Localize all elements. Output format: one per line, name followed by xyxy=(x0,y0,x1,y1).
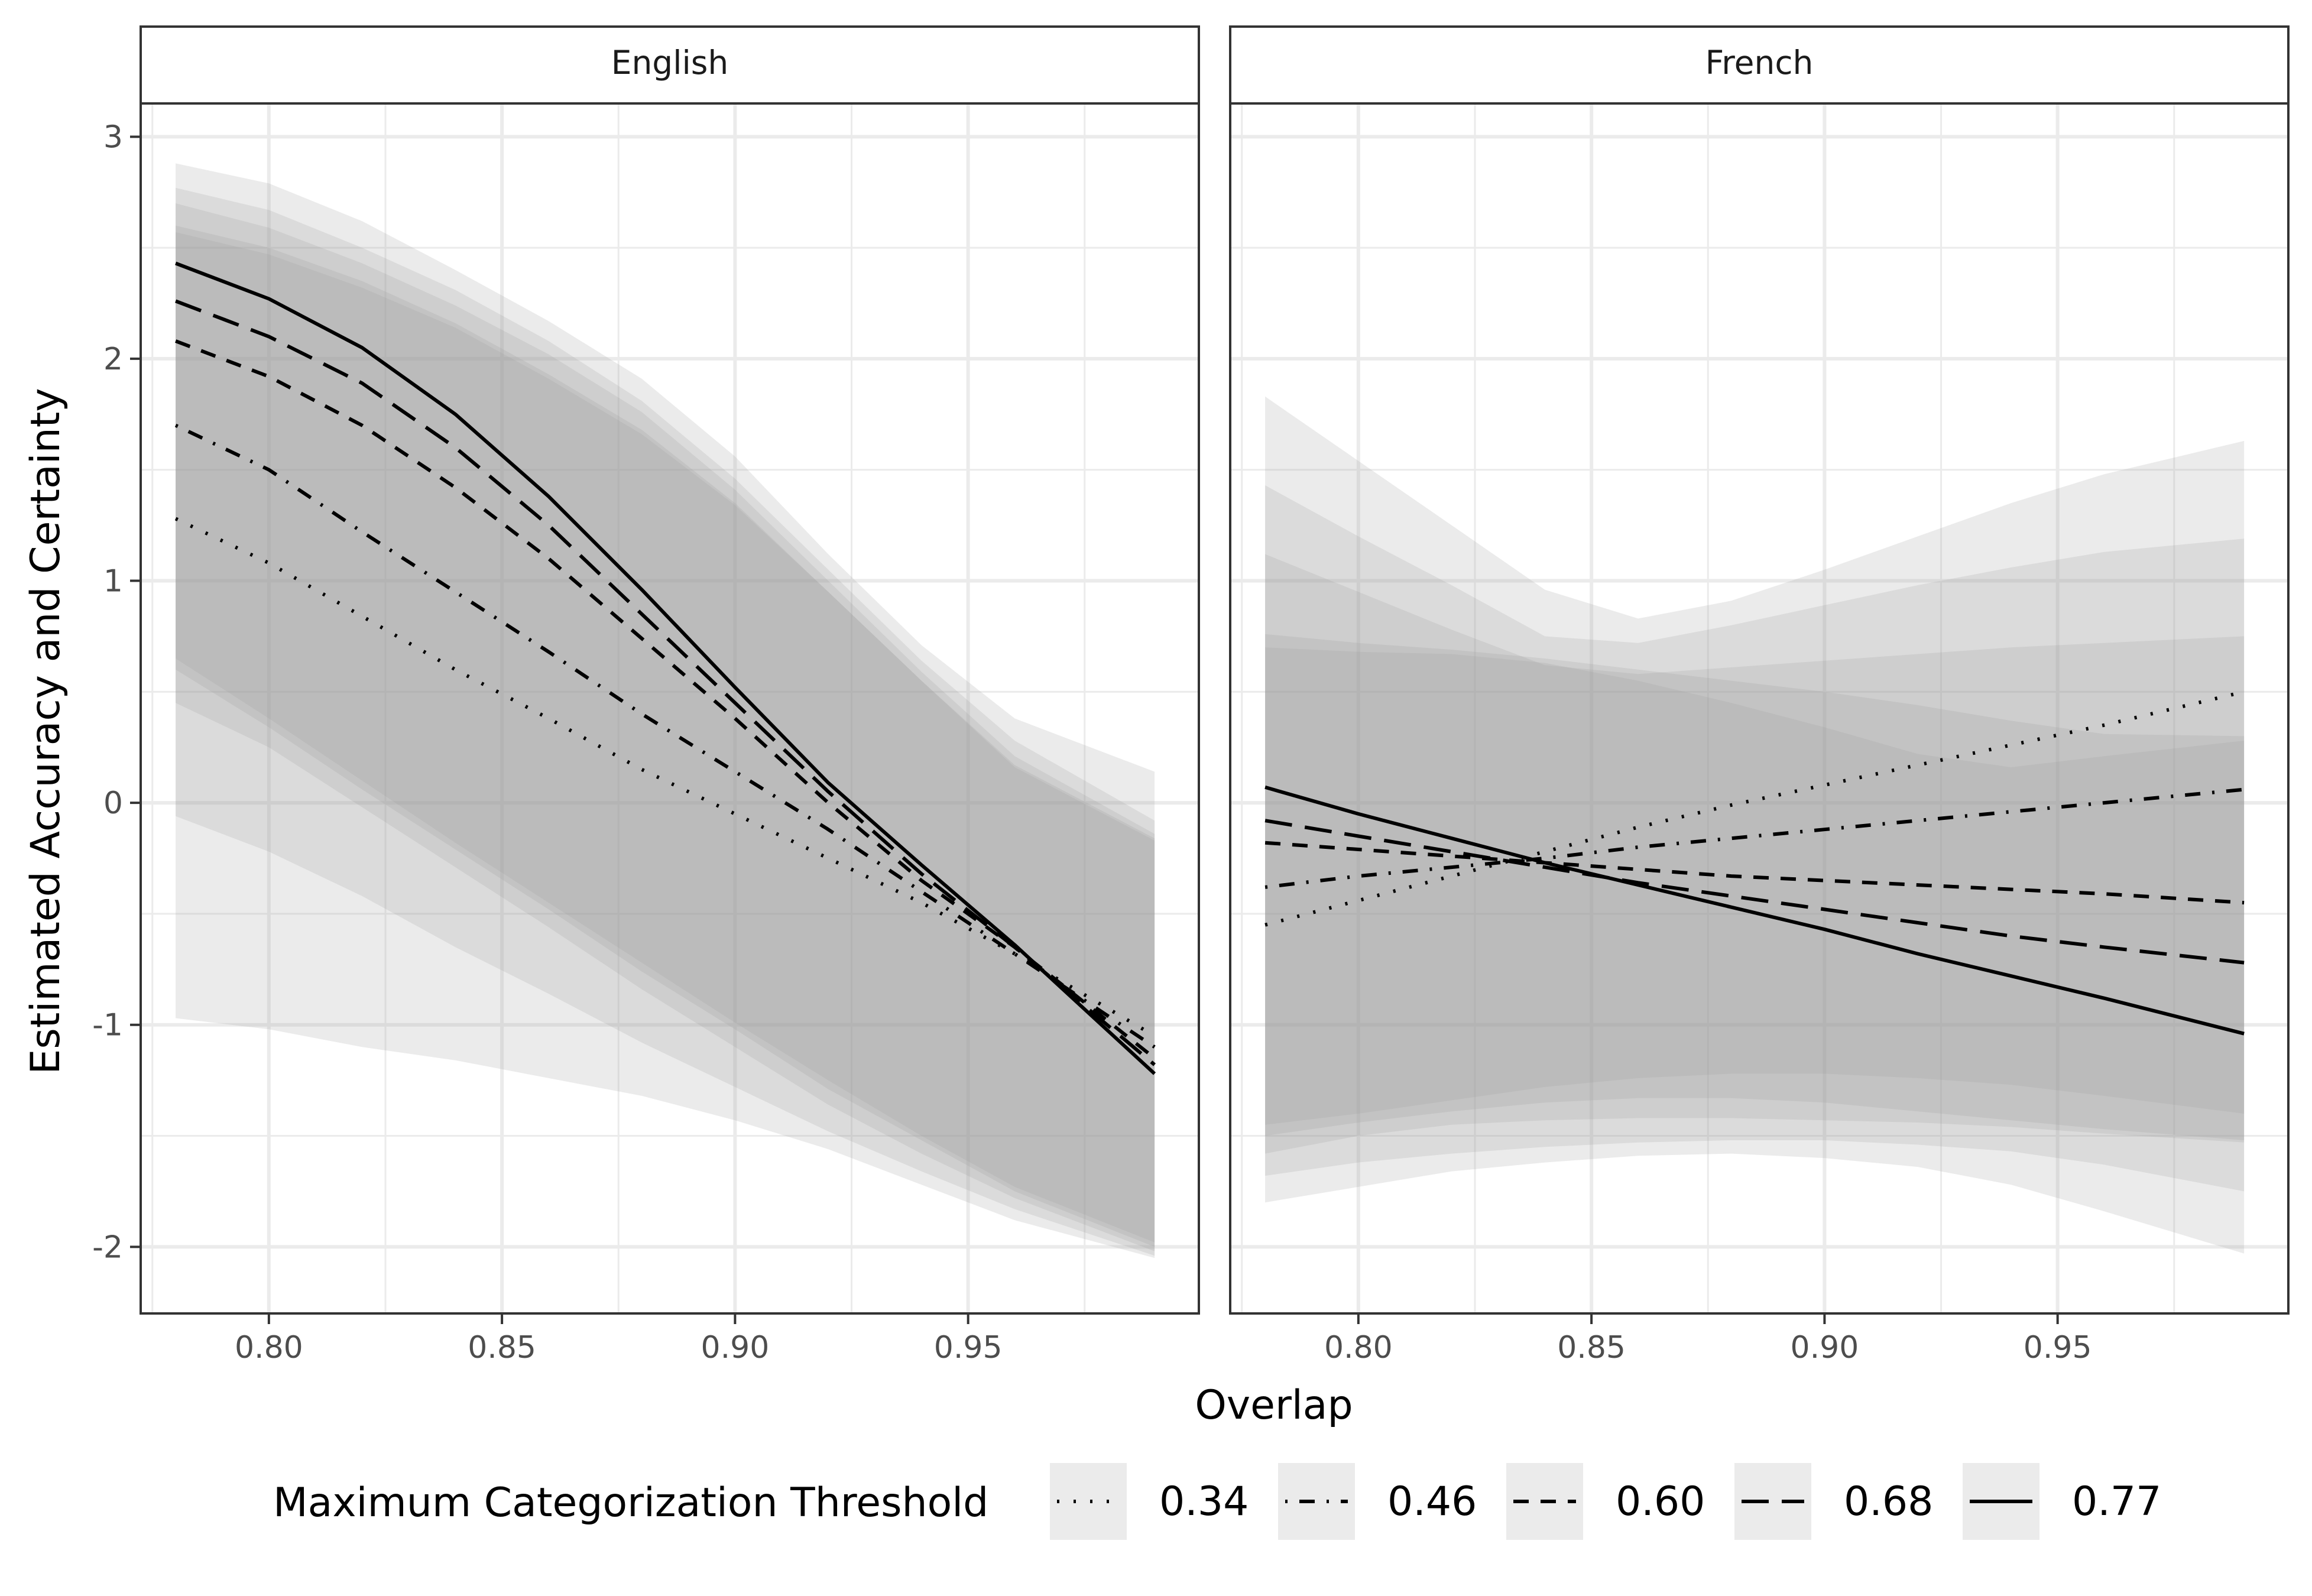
grid xyxy=(141,103,1199,1313)
x-tick-label: 0.85 xyxy=(1557,1330,1626,1365)
panel-border xyxy=(140,102,1200,1315)
legend-title: Maximum Categorization Threshold xyxy=(273,1480,988,1526)
legend-key xyxy=(1050,1463,1127,1540)
series-line-0.60 xyxy=(175,339,1156,1060)
x-tick-label: 0.85 xyxy=(468,1330,536,1365)
x-tick-label: 0.95 xyxy=(934,1330,1003,1365)
y-tick-label: 0 xyxy=(103,786,123,821)
panel-label-french: French xyxy=(1705,44,1814,82)
ribbon-0.60 xyxy=(1265,554,2245,1154)
x-tick-label: 0.80 xyxy=(1324,1330,1393,1365)
ribbon-0.68 xyxy=(1265,634,2245,1140)
panel-strip-english xyxy=(140,25,1200,105)
panel-english: English xyxy=(140,25,1200,1324)
panel-strip-french xyxy=(1229,25,2290,105)
plot-background xyxy=(1230,103,2288,1313)
legend-label: 0.77 xyxy=(2072,1478,2161,1525)
y-axis-title: Estimated Accuracy and Certainty xyxy=(22,388,69,1074)
y-tick-labels: -2 -1 0 1 2 3 xyxy=(92,119,141,1265)
x-axis-title: Overlap xyxy=(1195,1382,1353,1429)
ribbon-0.46 xyxy=(176,187,1155,1256)
y-tick-label: 2 xyxy=(103,342,123,377)
x-tick-label: 0.95 xyxy=(2024,1330,2092,1365)
legend-label: 0.60 xyxy=(1616,1478,1705,1525)
plot-area-french xyxy=(1229,102,2290,1324)
series-line-0.34 xyxy=(1264,690,2245,927)
ribbon-0.77 xyxy=(176,232,1155,1243)
y-tick-label: -2 xyxy=(92,1230,123,1265)
y-tick-label: 1 xyxy=(103,564,123,599)
panel-border xyxy=(1229,102,2290,1315)
y-tick-label: 3 xyxy=(103,119,123,155)
series-line-0.77 xyxy=(175,261,1156,1075)
legend-label: 0.68 xyxy=(1844,1478,1933,1525)
legend: Maximum Categorization Threshold 0.34 0.4… xyxy=(273,1463,2161,1540)
panel-french: French xyxy=(1229,25,2290,1324)
series-line-0.60 xyxy=(1264,841,2245,905)
ribbon-0.77 xyxy=(1265,647,2245,1125)
series-line-0.68 xyxy=(175,299,1156,1066)
series-line-0.77 xyxy=(1264,785,2245,1036)
x-tick-label: 0.90 xyxy=(701,1330,770,1365)
series-lines xyxy=(174,261,1156,1075)
series-line-0.68 xyxy=(1264,819,2245,965)
plot-background xyxy=(141,103,1199,1313)
ribbon-0.46 xyxy=(1265,485,2245,1192)
x-tick-label: 0.90 xyxy=(1791,1330,1859,1365)
series-lines xyxy=(1264,690,2245,1036)
ribbon-0.34 xyxy=(176,163,1155,1258)
legend-label: 0.46 xyxy=(1387,1478,1477,1525)
legend-label: 0.34 xyxy=(1159,1478,1249,1525)
confidence-ribbons xyxy=(1265,396,2245,1254)
x-tick-labels: 0.80 0.85 0.90 0.95 0.80 0.85 0.90 0.95 xyxy=(235,1330,2092,1365)
ribbon-0.34 xyxy=(1265,396,2245,1254)
x-tick-label: 0.80 xyxy=(235,1330,303,1365)
plot-area-english xyxy=(140,102,1200,1324)
ribbon-0.68 xyxy=(176,225,1155,1247)
y-tick-label: -1 xyxy=(92,1008,123,1043)
panel-label-english: English xyxy=(611,44,729,82)
